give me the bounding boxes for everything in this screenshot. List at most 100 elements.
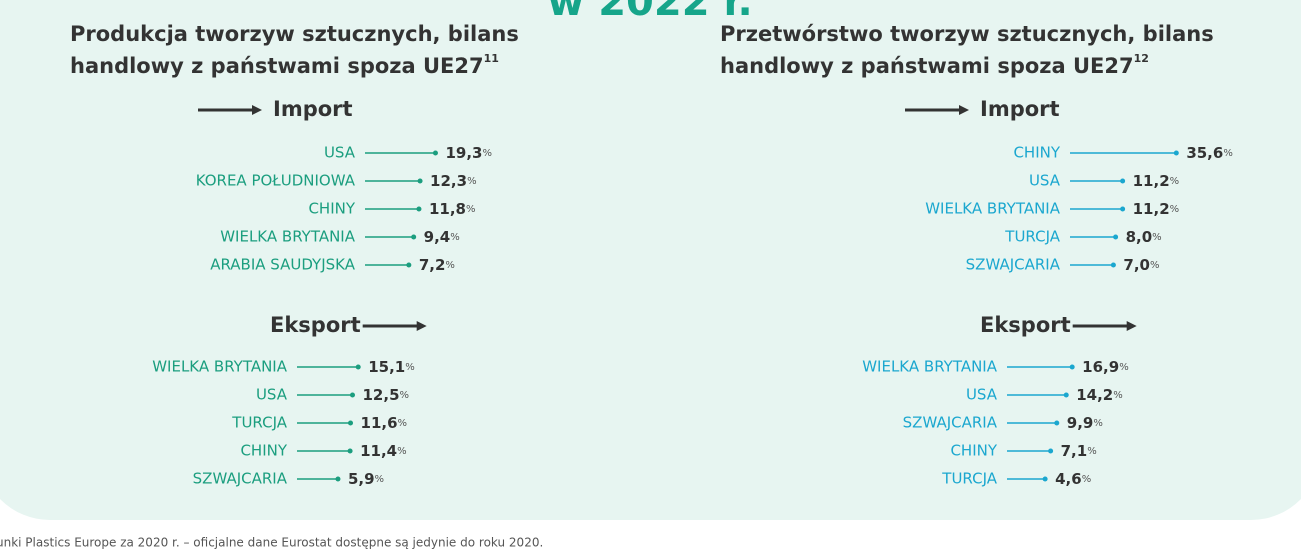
chart-title: Import bbox=[980, 97, 1060, 121]
value-dot bbox=[1069, 364, 1075, 370]
category-label: KOREA POŁUDNIOWA bbox=[196, 172, 356, 190]
value-unit: % bbox=[467, 176, 477, 187]
value-unit: % bbox=[482, 148, 492, 159]
value-label: 5,9% bbox=[348, 470, 384, 488]
category-label: WIELKA BRYTANIA bbox=[152, 358, 288, 376]
value-label: 9,4% bbox=[424, 228, 460, 246]
value-label: 11,2% bbox=[1133, 200, 1180, 218]
value-number: 4,6 bbox=[1055, 470, 1082, 488]
value-dot bbox=[416, 206, 422, 212]
value-number: 9,4 bbox=[424, 228, 451, 246]
chart-title: Eksport bbox=[270, 313, 361, 337]
value-unit: % bbox=[375, 474, 385, 485]
value-number: 7,2 bbox=[419, 256, 446, 274]
arrow-head bbox=[416, 321, 427, 331]
category-label: TURCJA bbox=[941, 470, 997, 488]
footnote-ref: 11 bbox=[484, 52, 499, 65]
category-label: WIELKA BRYTANIA bbox=[925, 200, 1061, 218]
category-label: WIELKA BRYTANIA bbox=[220, 228, 356, 246]
value-unit: % bbox=[450, 232, 460, 243]
panel-title-text: Przetwórstwo tworzyw sztucznych, bilans bbox=[720, 22, 1214, 46]
value-number: 11,2 bbox=[1133, 200, 1170, 218]
value-number: 16,9 bbox=[1082, 358, 1119, 376]
value-unit: % bbox=[1119, 362, 1129, 373]
value-label: 7,1% bbox=[1061, 442, 1097, 460]
background bbox=[0, 0, 1301, 520]
value-unit: % bbox=[400, 390, 410, 401]
value-dot bbox=[1063, 392, 1069, 398]
value-dot bbox=[335, 476, 341, 482]
category-label: USA bbox=[256, 386, 288, 404]
value-unit: % bbox=[1082, 474, 1092, 485]
value-label: 14,2% bbox=[1076, 386, 1123, 404]
category-label: CHINY bbox=[308, 200, 355, 218]
panel-title-text: handlowy z państwami spoza UE27 bbox=[70, 54, 484, 78]
value-unit: % bbox=[1150, 260, 1160, 271]
value-unit: % bbox=[1170, 176, 1180, 187]
arrow-head bbox=[1126, 321, 1137, 331]
value-number: 11,8 bbox=[429, 200, 466, 218]
value-label: 7,2% bbox=[419, 256, 455, 274]
value-number: 15,1 bbox=[368, 358, 405, 376]
value-unit: % bbox=[1152, 232, 1162, 243]
footnote: unki Plastics Europe za 2020 r. – oficja… bbox=[0, 536, 543, 549]
value-label: 12,3% bbox=[430, 172, 477, 190]
value-label: 15,1% bbox=[368, 358, 415, 376]
category-label: SZWAJCARIA bbox=[193, 470, 288, 488]
value-unit: % bbox=[466, 204, 476, 215]
value-unit: % bbox=[445, 260, 455, 271]
category-label: ARABIA SAUDYJSKA bbox=[210, 256, 356, 274]
value-unit: % bbox=[1087, 446, 1097, 457]
value-dot bbox=[1110, 262, 1116, 268]
value-number: 5,9 bbox=[348, 470, 375, 488]
value-label: 16,9% bbox=[1082, 358, 1129, 376]
category-label: WIELKA BRYTANIA bbox=[862, 358, 998, 376]
panel-title-text: Produkcja tworzyw sztucznych, bilans bbox=[70, 22, 519, 46]
panel-title: Produkcja tworzyw sztucznych, bilans bbox=[70, 22, 519, 46]
chart-title: Eksport bbox=[980, 313, 1071, 337]
value-unit: % bbox=[1093, 418, 1103, 429]
value-number: 12,3 bbox=[430, 172, 467, 190]
value-dot bbox=[355, 364, 361, 370]
value-label: 9,9% bbox=[1067, 414, 1103, 432]
category-label: TURCJA bbox=[1004, 228, 1060, 246]
value-dot bbox=[1042, 476, 1048, 482]
category-label: USA bbox=[1029, 172, 1061, 190]
arrow-head bbox=[959, 105, 969, 115]
value-unit: % bbox=[398, 418, 408, 429]
main-title: w 2022 r. bbox=[547, 0, 752, 25]
panel-title: handlowy z państwami spoza UE2712 bbox=[720, 52, 1149, 78]
category-label: SZWAJCARIA bbox=[903, 414, 998, 432]
value-dot bbox=[347, 448, 353, 454]
value-label: 19,3% bbox=[445, 144, 492, 162]
category-label: SZWAJCARIA bbox=[966, 256, 1061, 274]
value-unit: % bbox=[1113, 390, 1123, 401]
footnote-ref: 12 bbox=[1134, 52, 1149, 65]
panel-title-text: handlowy z państwami spoza UE27 bbox=[720, 54, 1134, 78]
value-label: 12,5% bbox=[363, 386, 410, 404]
category-label: CHINY bbox=[950, 442, 997, 460]
value-number: 14,2 bbox=[1076, 386, 1113, 404]
category-label: TURCJA bbox=[231, 414, 287, 432]
value-dot bbox=[1120, 178, 1126, 184]
value-number: 35,6 bbox=[1186, 144, 1223, 162]
value-dot bbox=[432, 150, 438, 156]
value-label: 4,6% bbox=[1055, 470, 1091, 488]
value-label: 7,0% bbox=[1123, 256, 1159, 274]
value-number: 8,0 bbox=[1126, 228, 1153, 246]
value-dot bbox=[411, 234, 417, 240]
value-number: 7,1 bbox=[1061, 442, 1088, 460]
value-unit: % bbox=[397, 446, 407, 457]
value-dot bbox=[1054, 420, 1060, 426]
value-dot bbox=[348, 420, 354, 426]
value-label: 35,6% bbox=[1186, 144, 1233, 162]
value-label: 11,8% bbox=[429, 200, 476, 218]
value-unit: % bbox=[1223, 148, 1233, 159]
panel-title: Przetwórstwo tworzyw sztucznych, bilans bbox=[720, 22, 1214, 46]
value-number: 11,4 bbox=[360, 442, 397, 460]
value-number: 9,9 bbox=[1067, 414, 1094, 432]
category-label: USA bbox=[324, 144, 356, 162]
value-label: 8,0% bbox=[1126, 228, 1162, 246]
chart-title: Import bbox=[273, 97, 353, 121]
value-number: 11,2 bbox=[1133, 172, 1170, 190]
